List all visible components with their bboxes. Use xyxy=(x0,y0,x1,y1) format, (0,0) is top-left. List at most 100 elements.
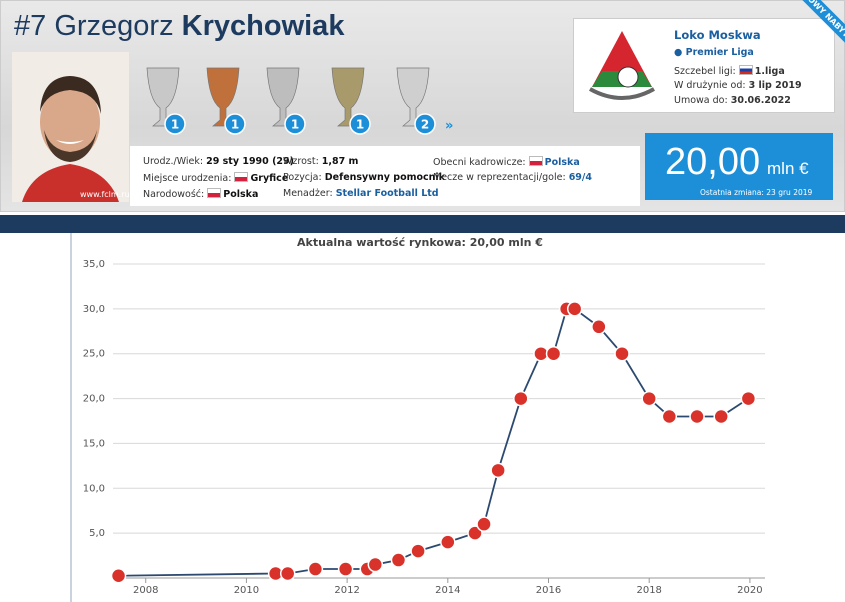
info-label: Miejsce urodzenia: xyxy=(143,173,232,184)
league-name[interactable]: Premier Liga xyxy=(685,47,754,58)
caps-link[interactable]: 69/4 xyxy=(568,172,592,183)
value-point[interactable] xyxy=(337,561,354,577)
info-label: Narodowość: xyxy=(143,189,205,200)
last-change: Ostatnia zmiana: 23 gru 2019 xyxy=(700,188,813,197)
value-point[interactable] xyxy=(689,408,705,425)
club-label: Szczebel ligi: xyxy=(674,66,736,77)
value-point[interactable] xyxy=(390,552,407,568)
x-tick-label: 2020 xyxy=(737,585,762,596)
value-point[interactable] xyxy=(614,345,630,362)
market-value-chart: Aktualna wartość rynkowa: 20,00 mln € 5,… xyxy=(83,236,765,596)
info-item: Urodz./Wiek: 29 sty 1990 (29) xyxy=(143,156,294,167)
value-line xyxy=(118,307,749,577)
first-name: Grzegorz xyxy=(54,10,174,42)
club-label: Umowa do: xyxy=(674,95,728,106)
info-item: Miejsce urodzenia: Gryfice xyxy=(143,172,288,184)
value-point[interactable] xyxy=(367,556,384,573)
y-tick-label: 10,0 xyxy=(83,483,105,494)
info-value: 1,87 m xyxy=(321,156,359,167)
info-item: Narodowość: Polska xyxy=(143,188,258,200)
info-label: Obecni kadrowicze: xyxy=(433,157,526,168)
value-point[interactable] xyxy=(513,390,529,407)
y-tick-label: 25,0 xyxy=(83,349,105,360)
info-item: Obecni kadrowicze: Polska xyxy=(433,156,580,168)
trophy-count: 2 xyxy=(421,118,429,132)
club-row: Umowa do: 30.06.2022 xyxy=(674,95,791,106)
trophy-count: 1 xyxy=(231,118,239,132)
info-label: Mecze w reprezentacji/gole: xyxy=(433,172,566,183)
x-tick-label: 2012 xyxy=(334,585,359,596)
club-logo xyxy=(589,31,655,100)
agent-link[interactable]: Stellar Football Ltd xyxy=(335,188,439,199)
club-row: Szczebel ligi: 1.liga xyxy=(674,65,785,77)
y-tick-label: 20,0 xyxy=(83,394,105,405)
club-value: 3 lip 2019 xyxy=(748,80,802,91)
x-tick-label: 2010 xyxy=(234,585,259,596)
value-amount: 20,00 xyxy=(665,141,761,183)
trophy-count: 1 xyxy=(291,118,299,132)
x-tick-label: 2008 xyxy=(133,585,158,596)
x-tick-label: 2016 xyxy=(536,585,561,596)
player-photo xyxy=(12,52,129,202)
more-trophies: » xyxy=(445,119,453,134)
info-label: Wzrost: xyxy=(283,156,319,167)
market-value-box[interactable]: 20,00 mln € Ostatnia zmiana: 23 gru 2019 xyxy=(645,133,833,200)
y-tick-label: 30,0 xyxy=(83,304,105,315)
info-item: Menadżer: Stellar Football Ltd xyxy=(283,188,439,199)
trophy-badge xyxy=(284,113,306,135)
photo-drawing xyxy=(12,52,129,202)
trophy-badge xyxy=(414,113,436,135)
shirt-number: #7 xyxy=(14,10,47,42)
value-point[interactable] xyxy=(545,345,562,362)
value-point[interactable] xyxy=(713,408,729,425)
y-tick-label: 15,0 xyxy=(83,438,105,449)
last-name: Krychowiak xyxy=(181,10,345,42)
info-value: Gryfice xyxy=(250,173,289,184)
info-value: Polska xyxy=(223,189,259,200)
value-point[interactable] xyxy=(440,534,456,550)
league: ● Premier Liga xyxy=(674,47,754,58)
value-point[interactable] xyxy=(110,568,127,584)
value-point[interactable] xyxy=(410,543,426,559)
value-point[interactable] xyxy=(641,390,657,407)
club-name[interactable]: Loko Moskwa xyxy=(674,28,761,42)
value-point[interactable] xyxy=(279,565,296,582)
trophy-badge xyxy=(224,113,246,135)
value-point[interactable] xyxy=(591,319,607,335)
info-label: Menadżer: xyxy=(283,188,333,199)
value-point[interactable] xyxy=(566,301,583,317)
x-tick-label: 2018 xyxy=(636,585,661,596)
club-row: W drużynie od: 3 lip 2019 xyxy=(674,80,802,91)
y-tick-label: 5,0 xyxy=(89,528,105,539)
trophy-badge xyxy=(164,113,186,135)
value-point[interactable] xyxy=(307,561,324,577)
x-tick-label: 2014 xyxy=(435,585,460,596)
national-team-link[interactable]: Polska xyxy=(544,157,580,168)
info-label: Pozycja: xyxy=(283,172,322,183)
trophy-count: 1 xyxy=(356,118,364,132)
club-label: W drużynie od: xyxy=(674,80,746,91)
value-point[interactable] xyxy=(661,408,678,425)
side-line xyxy=(70,233,72,602)
value-point[interactable] xyxy=(490,462,506,479)
info-value: 29 sty 1990 (29) xyxy=(206,156,294,167)
info-item: Mecze w reprezentacji/gole: 69/4 xyxy=(433,172,592,183)
trophies: 1 1 1 1 2 » xyxy=(146,67,453,135)
info-item: Pozycja: Defensywny pomocnik xyxy=(283,172,445,183)
chart-title: Aktualna wartość rynkowa: 20,00 mln € xyxy=(297,236,543,249)
value-point[interactable] xyxy=(476,516,492,532)
info-value: Defensywny pomocnik xyxy=(324,172,446,183)
trophy-count: 1 xyxy=(171,118,179,132)
club-value: 30.06.2022 xyxy=(730,95,791,106)
value-point[interactable] xyxy=(467,525,483,541)
info-label: Urodz./Wiek: xyxy=(143,156,204,167)
club-value: 1.liga xyxy=(754,66,785,77)
y-tick-label: 35,0 xyxy=(83,259,105,270)
player-name: #7 Grzegorz Krychowiak xyxy=(14,10,344,43)
nav-bar xyxy=(0,215,845,233)
info-item: Wzrost: 1,87 m xyxy=(283,156,358,167)
trophy-badge xyxy=(349,113,371,135)
value-point[interactable] xyxy=(740,390,757,407)
club-box: Loko Moskwa ● Premier Liga Szczebel ligi… xyxy=(573,18,835,113)
